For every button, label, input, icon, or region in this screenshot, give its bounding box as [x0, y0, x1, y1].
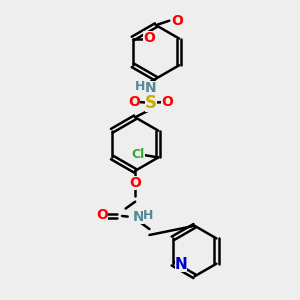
Text: N: N — [145, 81, 157, 94]
Text: O: O — [161, 95, 173, 109]
Text: H: H — [135, 80, 146, 94]
Text: O: O — [96, 208, 108, 222]
Text: N: N — [132, 210, 144, 224]
Text: O: O — [171, 14, 183, 28]
Text: S: S — [145, 94, 157, 112]
Text: O: O — [129, 176, 141, 190]
Text: O: O — [143, 31, 155, 45]
Text: H: H — [143, 208, 154, 222]
Text: O: O — [129, 95, 140, 109]
Text: Cl: Cl — [131, 148, 145, 161]
Text: N: N — [175, 257, 188, 272]
